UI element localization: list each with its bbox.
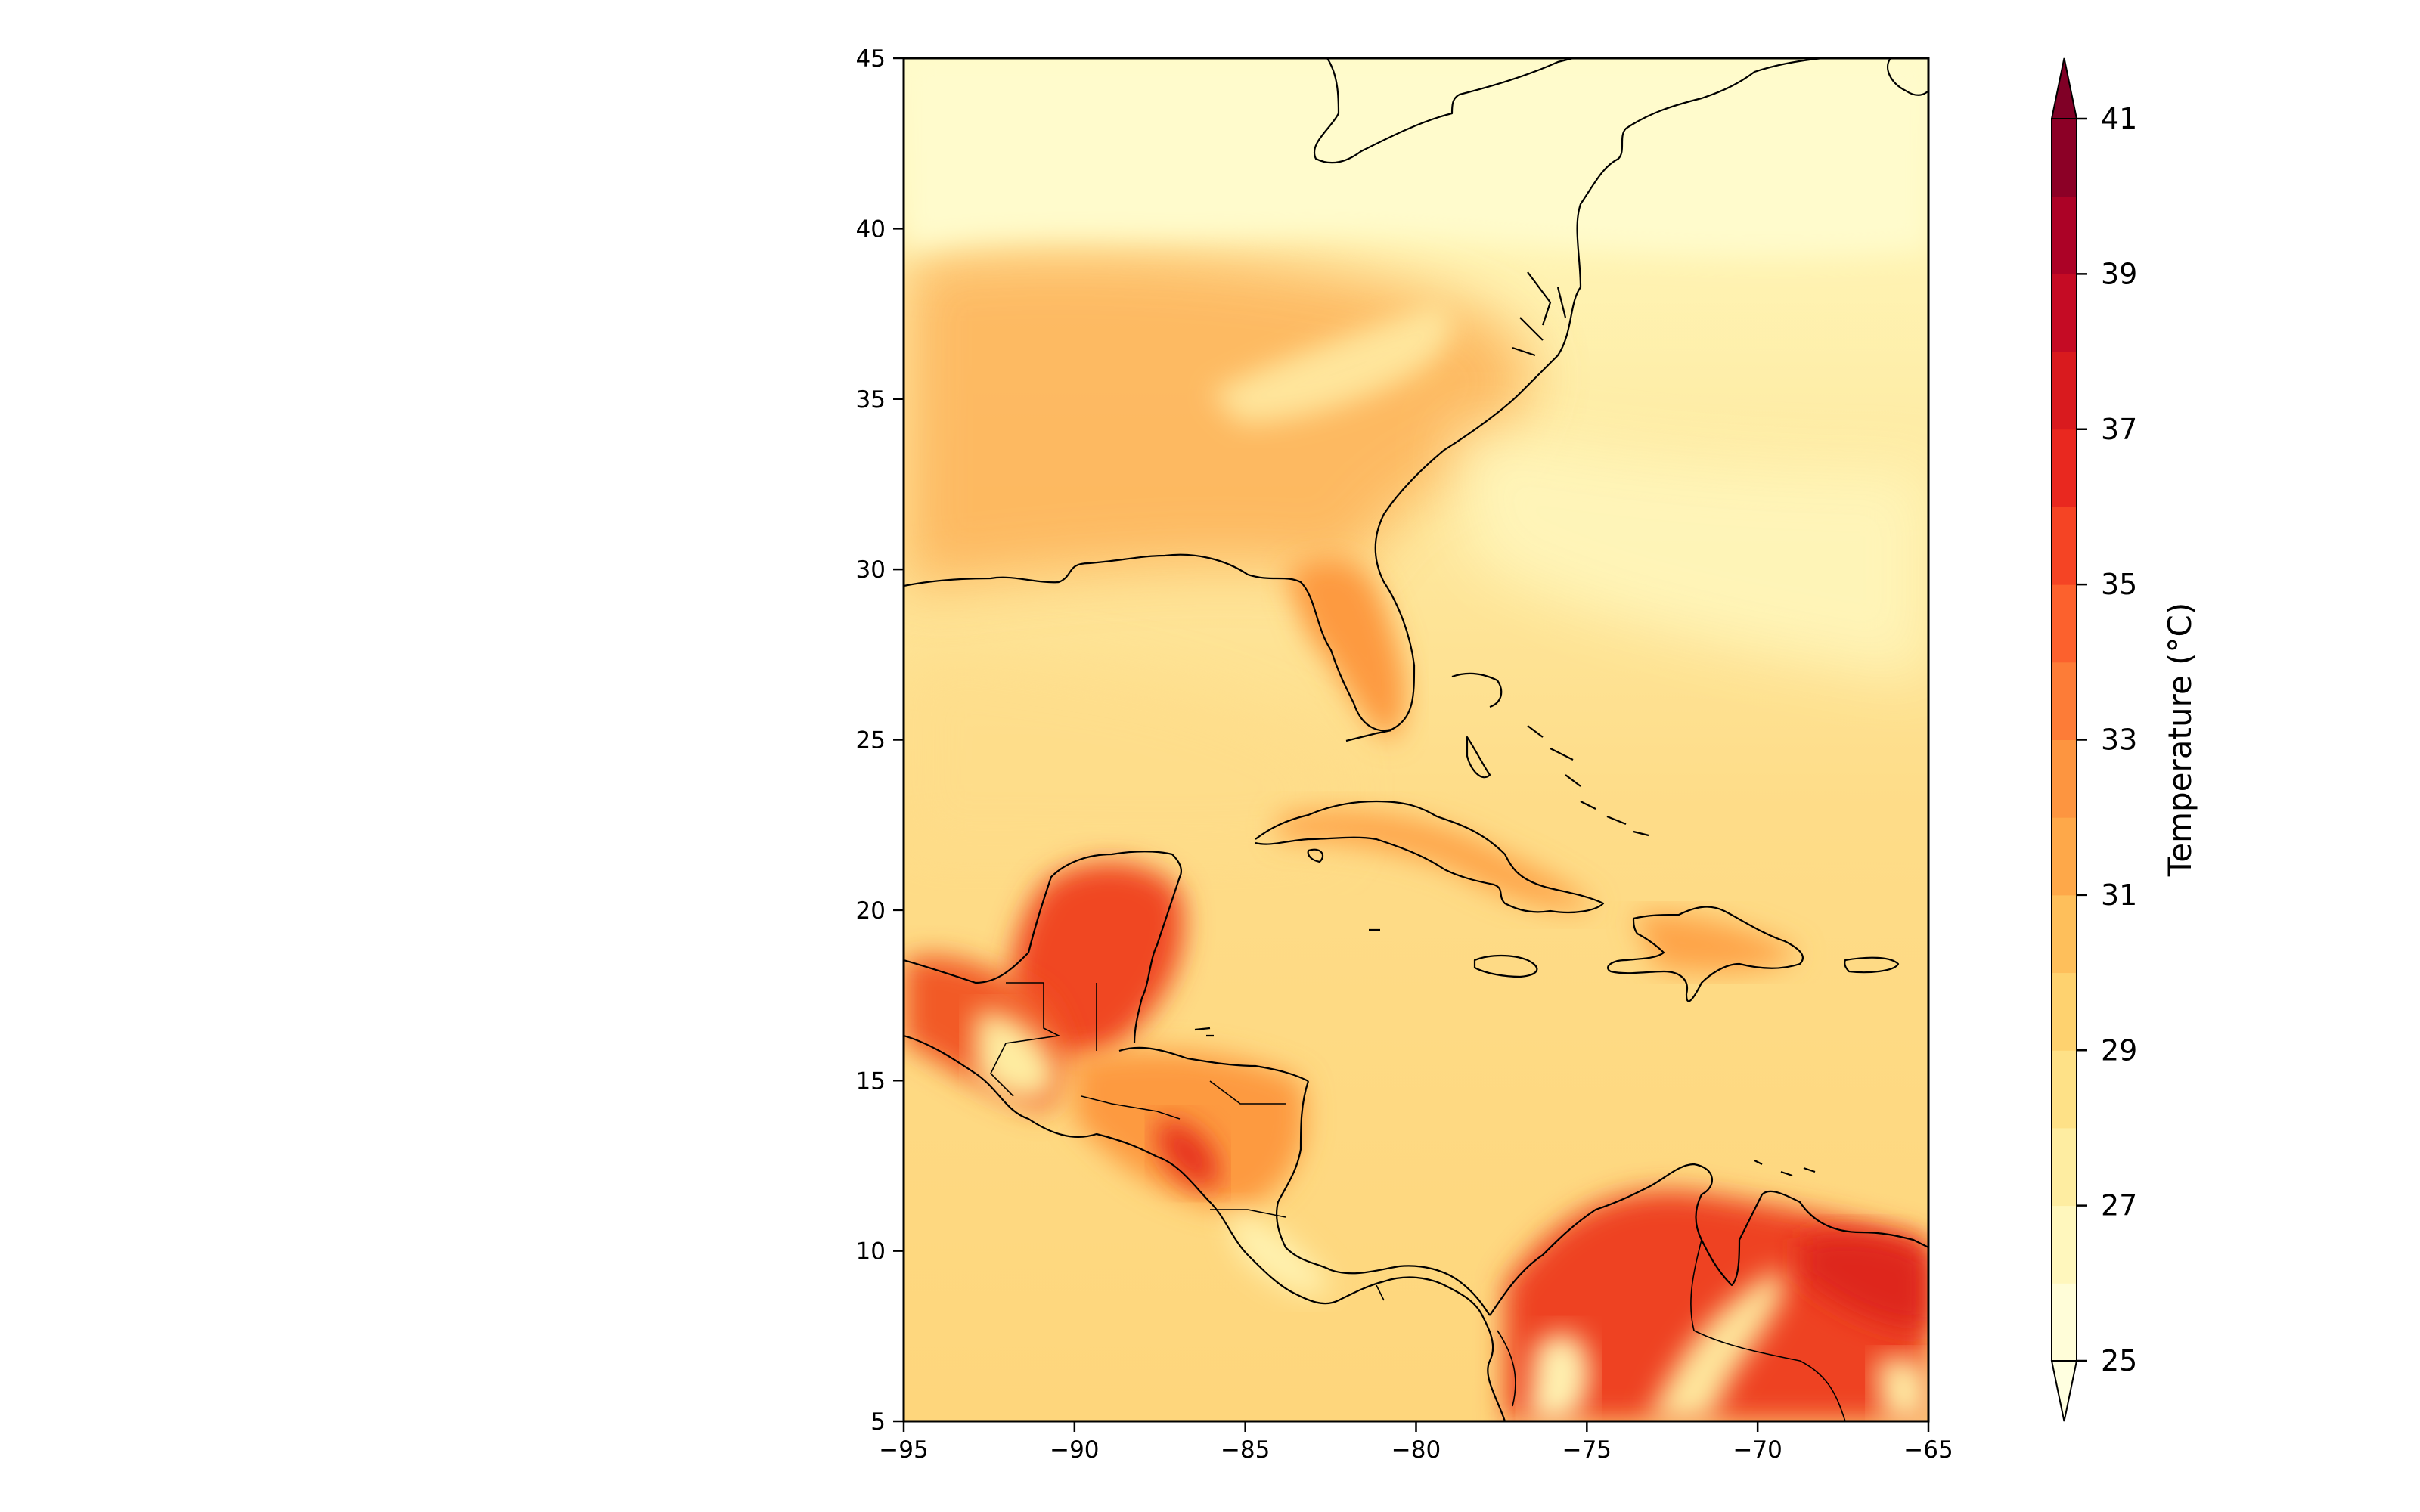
colorbar-segment (2052, 196, 2077, 274)
colorbar-tick-label: 31 (2101, 878, 2137, 912)
atlantic-cool (1452, 423, 1928, 680)
mexico-highland-cool (976, 1012, 1059, 1101)
cuba-warm (1278, 810, 1596, 909)
colombia-venezuela-border (1690, 1239, 1846, 1421)
colorbar-segment (2052, 507, 2077, 585)
puerto-rico-coast (1844, 956, 1900, 974)
colorbar-segment (2052, 662, 2077, 740)
colorbar-tick-label: 25 (2101, 1344, 2137, 1377)
colombia-venezuela-coast (1489, 1163, 1928, 1316)
x-tick-label: −65 (1903, 1436, 1953, 1464)
colorbar-tick-label: 27 (2101, 1189, 2137, 1222)
aruba-curacao (1754, 1160, 1816, 1177)
x-tick-label: −70 (1733, 1436, 1782, 1464)
venezuela-hot (1800, 1233, 1928, 1331)
y-tick-label: 30 (856, 556, 886, 584)
colorbar-segment (2052, 352, 2077, 430)
colombia-panama-border (1497, 1330, 1516, 1407)
mexico-guatemala-border (990, 982, 1061, 1097)
appalachian-cool (1210, 302, 1453, 423)
x-tick-label: −95 (879, 1436, 928, 1464)
colorbar-segment (2052, 1205, 2077, 1284)
costa-rica-cool (1225, 1210, 1331, 1295)
bahamas-2 (1466, 736, 1491, 779)
x-tick-label: −90 (1050, 1436, 1099, 1464)
colorbar-segment (2052, 972, 2077, 1051)
x-axis: −95 −90 −85 −80 −75 −70 −65 (879, 1421, 1953, 1464)
florida-keys (1345, 729, 1392, 742)
x-tick-label: −80 (1392, 1436, 1441, 1464)
x-tick-label: −85 (1221, 1436, 1270, 1464)
gulf-warm (904, 650, 1331, 854)
us-gulf-atlantic-coast (904, 58, 1823, 732)
colorbar-segment (2052, 1050, 2077, 1129)
y-tick-label: 5 (870, 1408, 886, 1436)
mexico-yucatan-coast (904, 850, 1183, 1044)
andes-cool-3 (1876, 1358, 1928, 1421)
colorbar-segment (2052, 429, 2077, 507)
colorbar-tick-label: 35 (2101, 568, 2137, 601)
colorbar-label: Temperature (°C) (2161, 603, 2198, 878)
caribbean-isles (1194, 928, 1380, 1037)
colorbar-segment (2052, 584, 2077, 663)
y-tick-label: 20 (856, 897, 886, 925)
colorbar-segment (2052, 119, 2077, 197)
colorbar-segment (2052, 1127, 2077, 1207)
y-tick-label: 10 (856, 1238, 886, 1266)
north-cool-band (904, 58, 1928, 256)
colorbar-tick-label: 29 (2101, 1033, 2137, 1067)
temperature-field (904, 58, 1928, 1421)
colorbar-tick-label: 39 (2101, 257, 2137, 290)
y-tick-label: 35 (856, 386, 886, 414)
y-tick-label: 15 (856, 1067, 886, 1095)
colorbar-extend-min (2050, 1360, 2078, 1422)
jamaica-coast (1473, 954, 1538, 978)
andes-cool-2 (1649, 1270, 1785, 1421)
chesapeake-detail (1512, 271, 1567, 357)
colorbar-segment (2052, 817, 2077, 896)
nicaragua-caribbean-coast (1275, 1080, 1332, 1271)
hispaniola-warm (1634, 913, 1800, 972)
colorbar-extend-max (2050, 57, 2078, 119)
yucatan-hot (1011, 863, 1184, 1058)
coastlines (904, 58, 1928, 1421)
y-tick-label: 25 (856, 727, 886, 754)
y-tick-label: 40 (856, 215, 886, 243)
andes-cool-1 (1528, 1333, 1590, 1421)
colorbar-segment (2052, 274, 2077, 352)
central-america-borders (1081, 1080, 1385, 1301)
isle-of-youth (1307, 848, 1324, 863)
x-tick-label: −75 (1562, 1436, 1612, 1464)
cuba-coast (1255, 800, 1605, 914)
florida-warm (1286, 559, 1406, 741)
nova-scotia-coast (1886, 58, 1928, 96)
colorbar-segment (2052, 894, 2077, 974)
y-tick-label: 45 (856, 45, 886, 73)
mexico-pacific-coast (904, 1034, 1506, 1421)
panama-caribbean-coast (1330, 1265, 1491, 1316)
great-lakes-shore (1313, 58, 1574, 164)
colorbar-tick-label: 37 (2101, 413, 2137, 446)
nicaragua-hot (1157, 1119, 1219, 1188)
bahamas-1 (1451, 672, 1503, 708)
country-borders (990, 982, 1846, 1421)
y-axis: 5 10 15 20 25 30 35 40 45 (856, 45, 904, 1436)
colorbar-segment (2052, 739, 2077, 818)
colorbar-tick-label: 41 (2101, 102, 2137, 135)
colorbar-tick-label: 33 (2101, 723, 2137, 757)
hispaniola-coast (1606, 906, 1804, 1002)
honduras-caribbean-coast (1118, 1046, 1309, 1082)
colorbar: 25 27 29 31 33 35 37 39 41 (2050, 57, 2137, 1422)
bahamas-3 (1527, 725, 1649, 837)
colorbar-segment (2052, 1283, 2077, 1362)
